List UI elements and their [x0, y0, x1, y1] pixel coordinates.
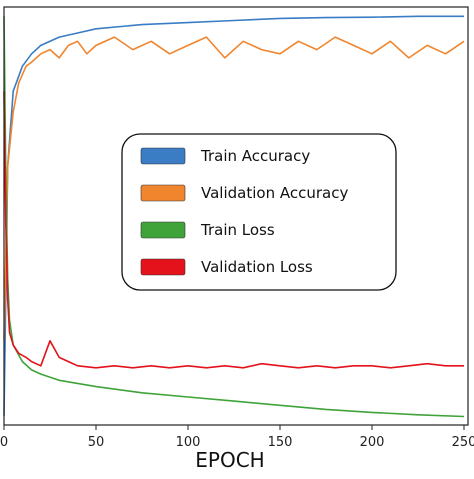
- legend-swatch-train-loss: [140, 221, 186, 239]
- x-tick-label: 50: [88, 435, 105, 450]
- legend-label-train-loss: Train Loss: [200, 221, 275, 239]
- legend-label-train-accuracy: Train Accuracy: [200, 147, 310, 165]
- legend-swatch-validation-accuracy: [140, 184, 186, 202]
- x-tick-label: 100: [176, 435, 201, 450]
- series-line-validation-accuracy: [3, 36, 465, 341]
- series-layer: [3, 15, 465, 418]
- legend-swatch-train-accuracy: [140, 147, 186, 165]
- x-tick-label: 250: [452, 435, 474, 450]
- series-line-train-accuracy: [3, 15, 464, 416]
- legend-swatch-validation-loss: [140, 258, 186, 276]
- x-tick-label: 200: [360, 435, 385, 450]
- x-tick-label: 150: [268, 435, 293, 450]
- legend-label-validation-loss: Validation Loss: [201, 258, 313, 276]
- series-line-validation-loss: [3, 91, 464, 369]
- x-axis: 0 50 100 150 200 250: [0, 425, 474, 450]
- legend: Train Accuracy Validation Accuracy Train L…: [121, 133, 397, 291]
- x-axis-label: EPOCH: [195, 448, 264, 472]
- legend-box: [121, 133, 397, 291]
- plot-frame: [3, 6, 469, 426]
- x-tick-label: 0: [0, 435, 8, 450]
- legend-label-validation-accuracy: Validation Accuracy: [201, 184, 348, 202]
